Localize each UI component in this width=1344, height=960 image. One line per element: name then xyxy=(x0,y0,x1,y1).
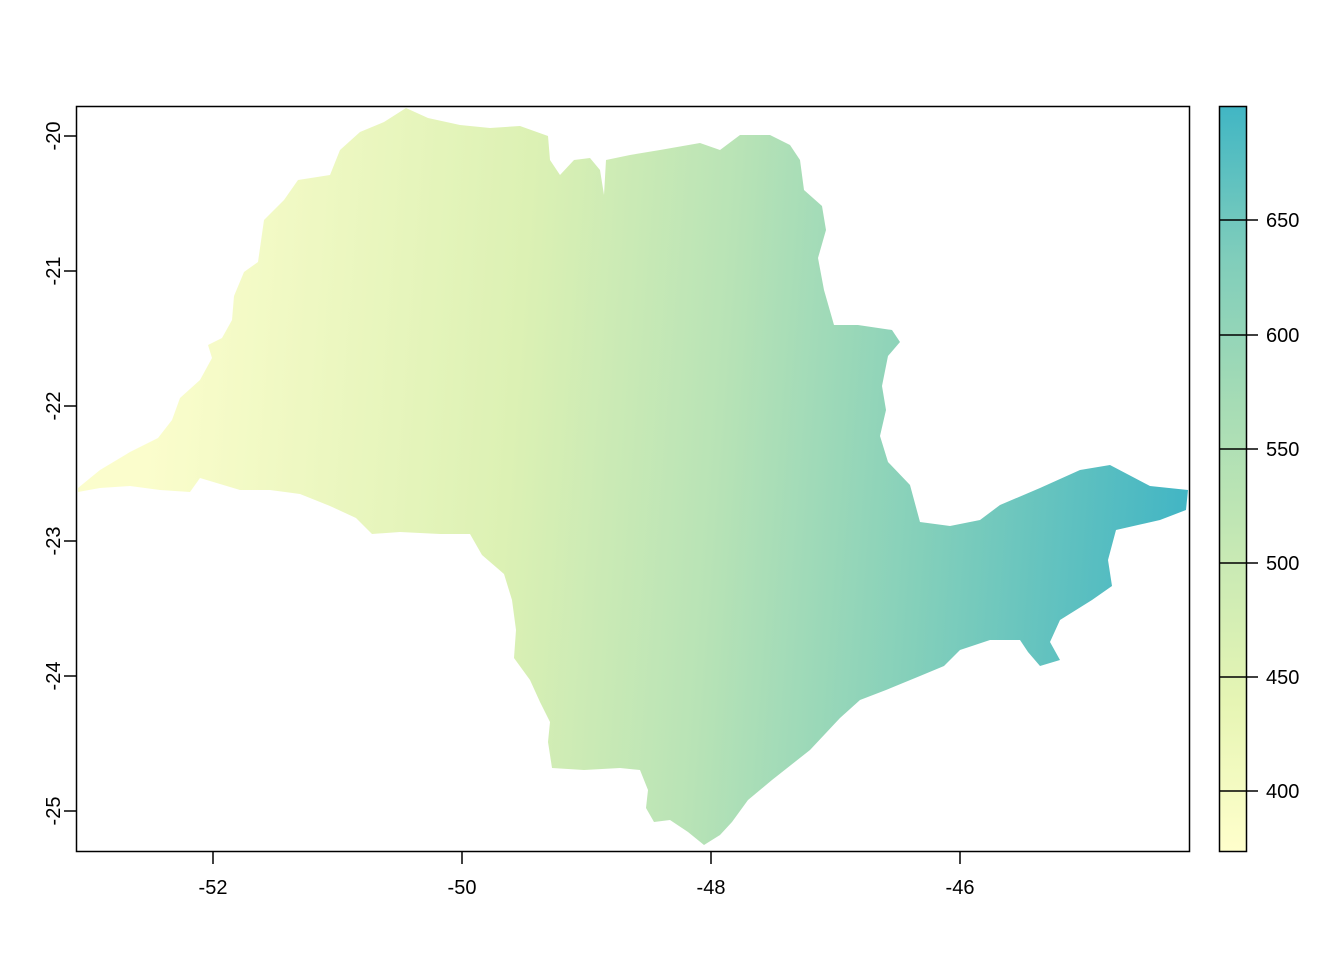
y-tick-label: -21 xyxy=(43,257,65,286)
x-tick-label: -50 xyxy=(448,877,477,899)
x-tick-label: -48 xyxy=(697,877,726,899)
legend-ticks xyxy=(1220,219,1258,792)
x-tick-label: -52 xyxy=(199,877,228,899)
state-region xyxy=(78,108,1188,845)
plot-frame xyxy=(75,105,1191,853)
x-axis xyxy=(212,852,961,864)
y-tick-label: -24 xyxy=(43,662,65,691)
legend-tick-label: 550 xyxy=(1266,439,1299,461)
y-tick-label: -20 xyxy=(43,122,65,151)
y-tick-label: -25 xyxy=(43,797,65,826)
legend-tick-label: 400 xyxy=(1266,781,1299,803)
legend-tick-label: 500 xyxy=(1266,553,1299,575)
x-tick-label: -46 xyxy=(946,877,975,899)
y-tick-label: -22 xyxy=(43,392,65,421)
legend-colorbar xyxy=(1218,105,1248,853)
legend-tick-label: 600 xyxy=(1266,325,1299,347)
legend-tick-label: 450 xyxy=(1266,667,1299,689)
y-axis xyxy=(64,135,76,812)
y-tick-label: -23 xyxy=(43,527,65,556)
legend-tick-label: 650 xyxy=(1266,210,1299,232)
